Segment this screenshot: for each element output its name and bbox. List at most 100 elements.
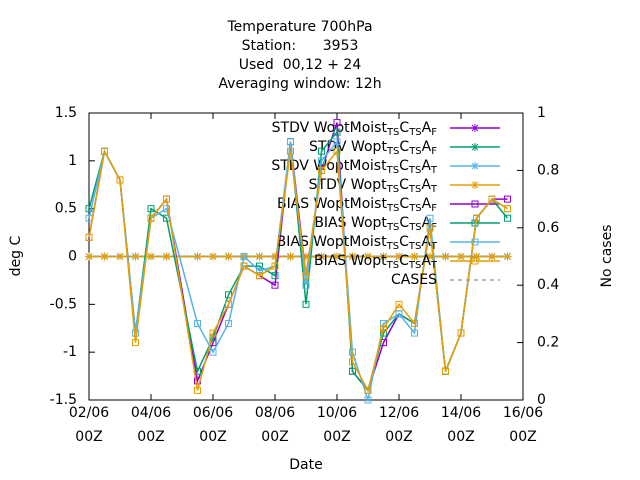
legend-label-part: A bbox=[421, 253, 431, 269]
legend-label-part: A bbox=[421, 177, 431, 193]
data-point bbox=[116, 176, 124, 184]
y2-tick-label: 0.4 bbox=[537, 277, 559, 293]
legend-label-part: T bbox=[430, 184, 438, 195]
legend-label-part: TS bbox=[408, 222, 421, 233]
data-point bbox=[426, 252, 434, 261]
data-point bbox=[256, 267, 263, 275]
data-point bbox=[472, 252, 481, 261]
data-point bbox=[348, 252, 357, 261]
legend-label-part: F bbox=[431, 203, 437, 214]
x-tick-label: 00Z bbox=[323, 429, 350, 445]
legend-label-part: C bbox=[399, 120, 409, 136]
legend-label-part: F bbox=[431, 127, 437, 138]
legend-label-part: TS bbox=[408, 203, 421, 214]
legend-marker bbox=[471, 143, 479, 151]
legend-marker bbox=[471, 124, 479, 132]
data-point bbox=[410, 252, 419, 261]
data-point bbox=[426, 224, 434, 232]
data-point bbox=[271, 272, 279, 280]
x-tick-label: 16/06 bbox=[503, 405, 543, 421]
y-tick-label: 0 bbox=[68, 249, 77, 265]
data-point bbox=[457, 252, 465, 261]
data-point bbox=[100, 252, 109, 261]
data-point bbox=[85, 233, 93, 241]
data-point bbox=[271, 281, 279, 289]
x-tick-label: 08/06 bbox=[255, 405, 295, 421]
x-tick-label: 00Z bbox=[509, 429, 536, 445]
x-tick-label: 00Z bbox=[137, 429, 164, 445]
x-tick-label: 02/06 bbox=[69, 405, 109, 421]
data-point bbox=[504, 205, 511, 213]
data-point bbox=[116, 252, 124, 261]
data-point bbox=[302, 252, 310, 261]
y-tick-label: -0.5 bbox=[50, 296, 77, 312]
legend-marker bbox=[471, 181, 479, 189]
y2-tick-label: 0 bbox=[537, 392, 546, 408]
legend-label-part: A bbox=[422, 120, 432, 136]
legend-label-part: STDV WoptMoist bbox=[271, 158, 387, 174]
data-point bbox=[194, 386, 201, 394]
legend-label-part: TS bbox=[408, 184, 421, 195]
data-point bbox=[302, 281, 310, 289]
legend-marker bbox=[471, 162, 479, 170]
x-tick-label: 14/06 bbox=[441, 405, 481, 421]
x-tick-label: 04/06 bbox=[131, 405, 171, 421]
data-point bbox=[225, 300, 232, 308]
data-point bbox=[224, 252, 233, 261]
data-point bbox=[503, 252, 512, 261]
legend-label-part: TS bbox=[408, 241, 421, 252]
legend-label-part: BIAS WoptMoist bbox=[277, 196, 387, 212]
legend-label-part: TS bbox=[408, 165, 421, 176]
y-tick-label: -1.5 bbox=[50, 392, 77, 408]
data-point bbox=[364, 396, 372, 404]
y-tick-label: -1 bbox=[63, 344, 77, 360]
chart-title: Station: 3953 bbox=[242, 38, 359, 54]
data-point bbox=[473, 214, 480, 222]
data-point bbox=[442, 367, 449, 375]
legend-marker bbox=[471, 200, 479, 208]
legend-label-part: C bbox=[399, 215, 409, 231]
chart-title: Temperature 700hPa bbox=[226, 19, 372, 35]
data-point bbox=[163, 205, 170, 213]
data-point bbox=[255, 252, 264, 261]
data-point bbox=[318, 166, 325, 174]
y2-axis-label: No cases bbox=[599, 225, 615, 288]
legend-label: BIAS WoptTSCTSAT bbox=[314, 253, 438, 271]
data-point bbox=[333, 252, 341, 261]
data-point bbox=[317, 252, 326, 261]
legend-label-part: A bbox=[421, 234, 431, 250]
x-tick-label: 00Z bbox=[261, 429, 288, 445]
data-point bbox=[380, 324, 387, 332]
data-point bbox=[225, 291, 232, 299]
data-point bbox=[147, 205, 155, 213]
y-axis-label: deg C bbox=[8, 235, 24, 276]
data-point bbox=[395, 252, 403, 261]
y-tick-label: 1.5 bbox=[55, 105, 77, 121]
x-tick-label: 10/06 bbox=[317, 405, 357, 421]
data-point bbox=[333, 128, 341, 136]
legend-label-part: C bbox=[399, 177, 409, 193]
legend-label-part: TS bbox=[408, 146, 421, 157]
y-tick-label: 1 bbox=[68, 153, 77, 169]
data-point bbox=[302, 300, 310, 308]
data-point bbox=[488, 195, 496, 203]
legend-label-part: T bbox=[430, 165, 438, 176]
data-point bbox=[318, 147, 325, 155]
data-point bbox=[287, 147, 294, 155]
data-point bbox=[240, 253, 248, 260]
x-tick-label: 00Z bbox=[447, 429, 474, 445]
data-point bbox=[395, 310, 403, 318]
data-point bbox=[504, 214, 511, 222]
legend-label-part: TS bbox=[386, 127, 399, 138]
legend-label-part: A bbox=[421, 158, 431, 174]
legend-label-part: TS bbox=[408, 127, 421, 138]
legend-label-part: TS bbox=[386, 260, 399, 271]
data-point bbox=[441, 252, 450, 261]
data-point bbox=[318, 157, 325, 165]
data-point bbox=[411, 329, 418, 337]
data-point bbox=[256, 272, 263, 280]
legend-label-part: BIAS Wopt bbox=[314, 215, 387, 231]
legend-label: BIAS WoptMoistTSCTSAT bbox=[277, 234, 438, 252]
chart-title: Used 00,12 + 24 bbox=[239, 57, 362, 73]
legend-label-part: C bbox=[399, 234, 409, 250]
